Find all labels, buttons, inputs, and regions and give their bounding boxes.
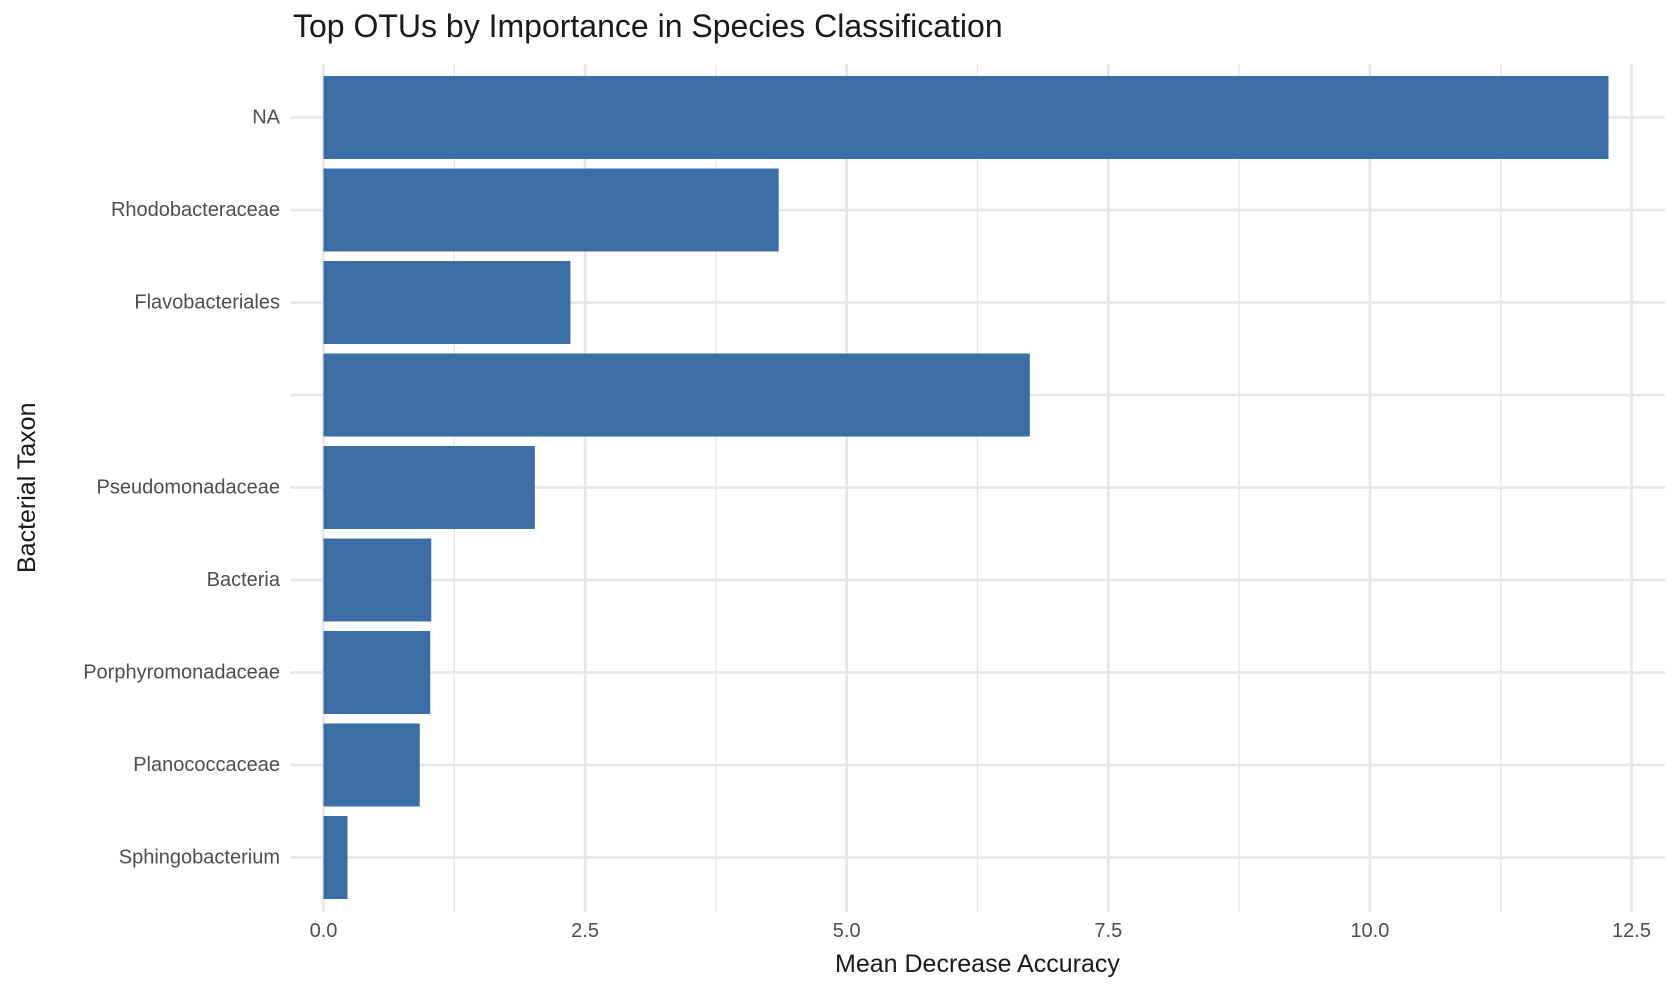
- x-tick-label: 0.0: [310, 920, 338, 942]
- bar: [323, 538, 432, 622]
- bar: [323, 261, 571, 344]
- y-tick-label: Porphyromonadaceae: [83, 662, 280, 684]
- bar: [323, 631, 431, 714]
- y-tick-label: NA: [252, 107, 280, 129]
- bar: [323, 353, 1030, 437]
- x-tick-label: 12.5: [1612, 920, 1651, 942]
- y-tick-label: Planococcaceae: [133, 754, 280, 776]
- y-tick-labels: NA Rhodobacteraceae Flavobacteriales Pseudo…: [83, 107, 281, 869]
- x-tick-label: 5.0: [833, 920, 861, 942]
- x-axis-title: Mean Decrease Accuracy: [835, 950, 1120, 978]
- x-tick-label: 2.5: [571, 920, 599, 942]
- bar: [323, 816, 348, 899]
- x-tick-label: 7.5: [1094, 920, 1122, 942]
- chart-title: Top OTUs by Importance in Species Classi…: [293, 8, 1003, 44]
- bar: [323, 168, 779, 252]
- y-tick-label: Pseudomonadaceae: [97, 477, 280, 499]
- bar: [323, 446, 535, 529]
- x-tick-labels: 0.0 2.5 5.0 7.5 10.0 12.5: [310, 920, 1651, 942]
- y-tick-label: Sphingobacterium: [119, 847, 280, 869]
- bar: [323, 76, 1609, 159]
- bar: [323, 723, 420, 807]
- y-tick-label: Bacteria: [207, 569, 281, 591]
- x-tick-label: 10.0: [1350, 920, 1389, 942]
- y-tick-label: Flavobacteriales: [134, 292, 280, 314]
- bars: [323, 76, 1609, 899]
- y-tick-label: Rhodobacteraceae: [111, 199, 280, 221]
